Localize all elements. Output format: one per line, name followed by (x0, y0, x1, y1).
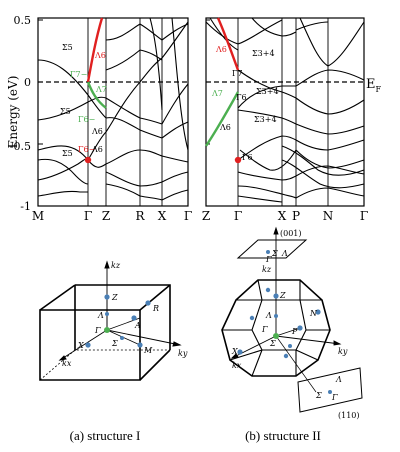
ann-left-lambda6-c: Λ6 (91, 145, 103, 154)
s1-point-M: M (143, 346, 153, 355)
caption-structure-I: (a) structure I (70, 428, 141, 443)
left-red-band (86, 17, 104, 83)
y-tick-neg1: -1 (20, 200, 31, 213)
k-label-left-Gamma1: Γ (84, 209, 92, 223)
left-green-band (86, 81, 107, 109)
ann-left-gamma7: Γ7− (70, 70, 87, 79)
s2-top-plane-lambda: Λ (281, 249, 288, 258)
s1-point-R: R (152, 304, 159, 313)
s2-point-Sigma: Σ (269, 339, 276, 348)
s2-top-plane-gamma: Γ (265, 255, 272, 264)
s2-side-plane-label: (110) (338, 411, 360, 420)
ann-right-sigma34-a: Σ3+4 (252, 49, 275, 58)
structure-I-points (85, 294, 151, 348)
s2-side-plane-gamma: Γ (331, 393, 338, 402)
s2-axis-kz: kz (262, 265, 272, 274)
ann-right-lambda6-b: Λ6 (219, 123, 231, 132)
s2-axis-kx: kx (232, 361, 242, 370)
ann-right-lambda7: Λ7 (211, 89, 223, 98)
right-bands (205, 17, 365, 203)
s1-axis-kz: kz (111, 261, 121, 270)
s1-point-Sigma: Σ (111, 339, 118, 348)
ann-left-lambda6-a: Λ6 (94, 51, 106, 60)
structure-II-brillouin-zone (221, 239, 363, 413)
caption-structure-II: (b) structure II (245, 428, 321, 443)
ann-right-sigma34-b: Σ3+4 (256, 87, 279, 96)
k-label-right-Gamma1: Γ (234, 209, 242, 223)
y-axis-label: Energy (eV) (6, 76, 20, 149)
ann-left-lambda6-b: Λ6 (91, 127, 103, 136)
k-label-left-Z: Z (102, 209, 110, 223)
left-band-frame (37, 17, 189, 207)
ann-right-gamma7: Γ7 (232, 69, 243, 78)
k-label-right-N: N (323, 209, 334, 223)
y-tick-0: 0 (24, 76, 31, 89)
ann-right-sigma34-c: Σ3+4 (254, 115, 277, 124)
s1-point-A: A (134, 321, 141, 330)
fermi-label: EF (366, 77, 382, 94)
k-label-right-Gamma2: Γ (360, 209, 368, 223)
structure-I-brillouin-zone (39, 260, 182, 381)
k-label-left-X: X (158, 209, 167, 223)
right-red-band (216, 17, 240, 71)
s2-top-plane-sigma: Σ (271, 249, 278, 258)
s2-point-P: P (291, 327, 298, 336)
s2-point-N: N (309, 309, 318, 318)
s1-axis-kx: kx (62, 359, 72, 368)
y-tick-neg0.5: -0.5 (10, 140, 31, 153)
k-label-right-Z: Z (202, 209, 210, 223)
left-red-point (84, 156, 92, 164)
s2-top-plane-label: (001) (280, 229, 302, 238)
k-label-left-M: M (32, 209, 44, 223)
s2-point-Z: Z (279, 291, 286, 300)
s1-point-X: X (77, 341, 84, 350)
ann-right-gamma6-b: Γ6 (242, 153, 253, 162)
s1-axis-ky: ky (178, 349, 188, 358)
k-label-right-X: X (278, 209, 287, 223)
s2-point-Gamma: Γ (261, 325, 268, 334)
s2-point-X: X (231, 347, 238, 356)
ann-left-sigma5-c: Σ5 (62, 149, 73, 158)
s2-point-Lambda: Λ (265, 311, 272, 320)
right-green-band (205, 91, 240, 147)
s2-side-plane-sigma: Σ (315, 391, 322, 400)
s2-side-plane-lambda: Λ (335, 375, 342, 384)
ann-right-lambda6-a: Λ6 (215, 45, 227, 54)
structure-II-axes (230, 226, 342, 393)
y-tick-0.5: 0.5 (14, 14, 32, 27)
k-label-left-Gamma2: Γ (184, 209, 192, 223)
right-band-frame (205, 17, 365, 207)
s1-point-Z: Z (111, 293, 118, 302)
structure-II-points (237, 250, 332, 394)
ann-left-gamma6-a: Γ6− (78, 115, 95, 124)
s2-axis-ky: ky (338, 347, 348, 356)
s1-point-Lambda: Λ (97, 311, 104, 320)
band-structure-panel: Energy (eV) 0.5 0 -0.5 -1 (6, 14, 382, 223)
k-label-right-P: P (292, 209, 300, 223)
k-label-left-R: R (135, 209, 145, 223)
ann-left-lambda7: Λ7 (95, 85, 107, 94)
right-red-point (234, 156, 242, 164)
ann-left-sigma5-a: Σ5 (62, 43, 73, 52)
s1-point-Gamma: Γ (94, 326, 101, 335)
ann-left-sigma5-b: Σ5 (60, 107, 71, 116)
ann-left-gamma6-b: Γ6− (78, 145, 95, 154)
ann-right-gamma6-a: Γ6 (236, 93, 247, 102)
